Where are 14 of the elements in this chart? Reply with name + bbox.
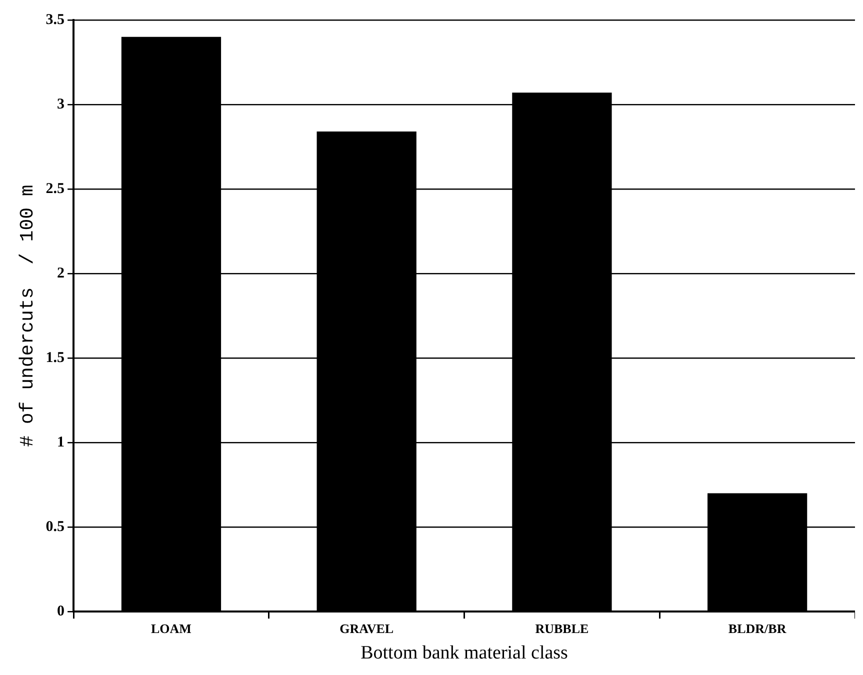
x-tick-label: RUBBLE — [535, 620, 589, 636]
y-tick-label: 3 — [57, 96, 65, 112]
y-tick-label: 3.5 — [46, 12, 65, 28]
y-tick-label: 2 — [57, 265, 65, 282]
y-tick-label: 1.5 — [46, 350, 65, 366]
y-tick-label: 1 — [57, 434, 65, 450]
y-tick-label: 2.5 — [46, 180, 65, 197]
y-tick-label: 0.5 — [46, 518, 65, 535]
y-tick-label: 0 — [57, 603, 65, 620]
x-tick-label: LOAM — [151, 620, 192, 636]
x-tick-label: BLDR/BR — [728, 620, 787, 636]
x-tick-label: GRAVEL — [340, 620, 394, 636]
x-axis-title: Bottom bank material class — [360, 642, 568, 664]
y-axis-title: # of undercuts / 100 m — [16, 184, 38, 447]
